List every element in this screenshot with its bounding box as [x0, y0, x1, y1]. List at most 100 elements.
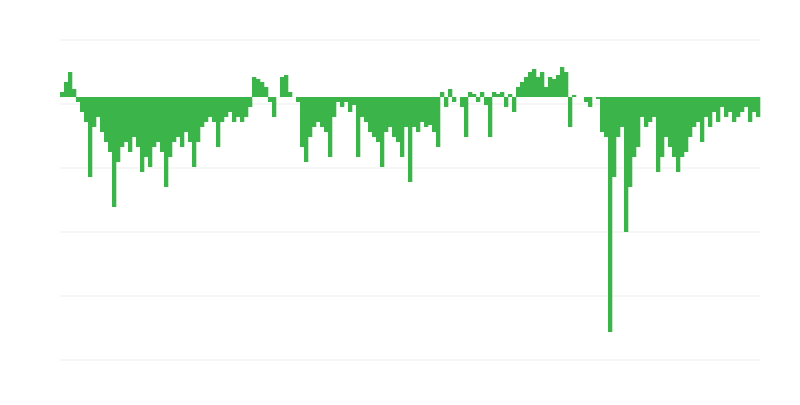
- bar: [312, 97, 317, 127]
- bar: [560, 67, 565, 97]
- bar: [524, 77, 529, 97]
- bar: [388, 97, 393, 127]
- bar: [680, 97, 685, 157]
- bar: [652, 97, 657, 117]
- bar: [700, 97, 705, 142]
- bar: [232, 97, 237, 122]
- bar: [604, 97, 609, 137]
- bar: [404, 97, 409, 127]
- bar: [188, 97, 193, 142]
- bar: [116, 97, 121, 162]
- bar: [704, 97, 709, 117]
- bar: [380, 97, 385, 167]
- bar: [556, 75, 561, 97]
- bar: [600, 97, 605, 132]
- bar: [496, 94, 501, 97]
- bar: [240, 97, 245, 122]
- bar: [372, 97, 377, 137]
- bar: [64, 82, 69, 97]
- bar: [148, 97, 153, 167]
- bar: [712, 97, 717, 112]
- bar: [440, 92, 445, 97]
- bar: [728, 97, 733, 112]
- bar: [620, 97, 625, 127]
- bar: [748, 97, 753, 122]
- bar: [88, 97, 93, 177]
- bar: [492, 92, 497, 97]
- bar: [596, 97, 601, 99]
- bar: [156, 97, 161, 142]
- bar: [628, 97, 633, 187]
- bar: [432, 97, 437, 132]
- bar: [512, 97, 517, 112]
- bar: [144, 97, 149, 157]
- bar: [100, 97, 105, 132]
- bar: [244, 97, 249, 117]
- bar: [280, 77, 285, 97]
- bar: [196, 97, 201, 142]
- bar: [96, 97, 101, 117]
- bar: [724, 97, 729, 117]
- bar: [84, 97, 89, 122]
- bar: [452, 97, 457, 102]
- bar: [308, 97, 313, 137]
- bar: [228, 97, 233, 112]
- bar: [612, 97, 617, 177]
- bar: [272, 97, 277, 117]
- bar: [720, 97, 725, 107]
- bar: [296, 97, 301, 102]
- bar: [472, 94, 477, 97]
- bar: [192, 97, 197, 167]
- bar: [268, 97, 273, 102]
- bar: [236, 97, 241, 117]
- bar: [528, 72, 533, 97]
- bar: [676, 97, 681, 172]
- bar: [588, 97, 593, 107]
- bar: [60, 92, 65, 97]
- bar: [648, 97, 653, 122]
- bar: [200, 97, 205, 127]
- bar: [468, 92, 473, 97]
- bar: [164, 97, 169, 187]
- bar: [360, 97, 365, 117]
- bar: [540, 72, 545, 97]
- bar: [624, 97, 629, 232]
- bar: [476, 97, 481, 102]
- bar: [316, 97, 321, 122]
- bar: [136, 97, 141, 147]
- bar: [696, 97, 701, 122]
- bar: [508, 94, 513, 97]
- bar: [140, 97, 145, 172]
- bar: [352, 97, 357, 105]
- bar: [356, 97, 361, 157]
- bar: [304, 97, 309, 162]
- bar: [252, 77, 257, 97]
- bar: [180, 97, 185, 147]
- bar: [536, 77, 541, 97]
- bar: [284, 75, 289, 97]
- bar: [500, 92, 505, 97]
- bar: [636, 97, 641, 147]
- bar: [616, 97, 621, 137]
- bar: [216, 97, 221, 147]
- bar: [436, 97, 441, 147]
- bar: [412, 97, 417, 127]
- bar: [288, 92, 293, 97]
- bar: [344, 97, 349, 102]
- bar: [516, 87, 521, 97]
- bar: [708, 97, 713, 127]
- bar: [552, 79, 557, 97]
- bar: [208, 97, 213, 117]
- bar: [384, 97, 389, 132]
- bar: [752, 97, 757, 112]
- bar: [668, 97, 673, 147]
- bar: [72, 89, 77, 97]
- bar: [324, 97, 329, 132]
- bar: [332, 97, 337, 117]
- bar: [548, 77, 553, 97]
- bar: [364, 97, 369, 122]
- bar: [108, 97, 113, 152]
- bar: [732, 97, 737, 122]
- bar: [664, 97, 669, 137]
